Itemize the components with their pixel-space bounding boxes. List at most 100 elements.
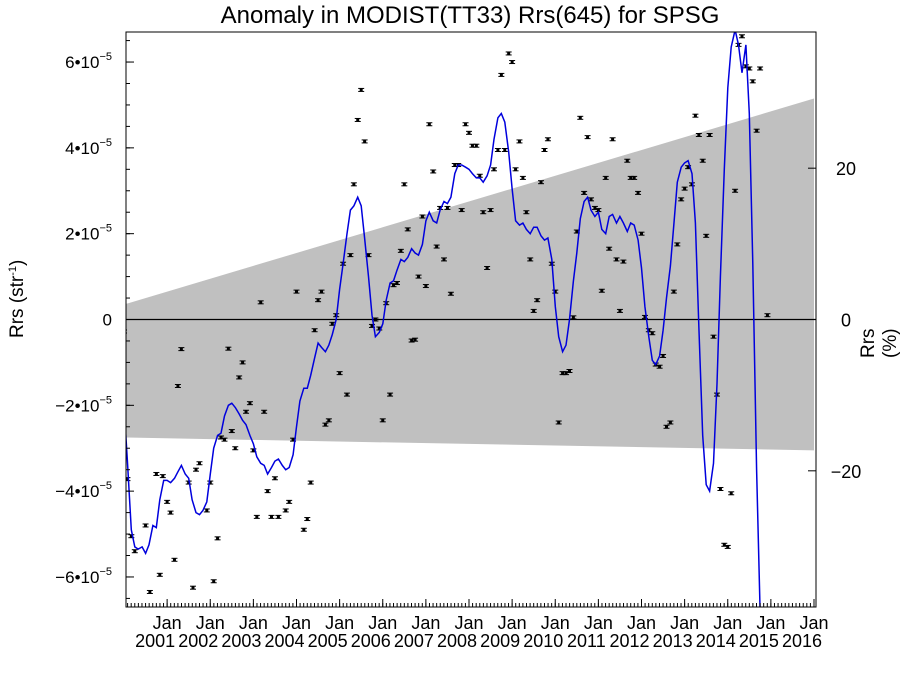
point-marker [388, 393, 392, 397]
point-marker [427, 122, 431, 126]
data-point [519, 175, 526, 180]
point-marker [284, 508, 288, 512]
data-point [379, 418, 386, 423]
point-marker [514, 167, 518, 171]
x-tick-year: 2004 [264, 631, 304, 651]
data-point [253, 514, 260, 519]
x-tick-month: Jan [196, 613, 225, 633]
data-point [764, 313, 771, 318]
point-marker [194, 468, 198, 472]
data-point [738, 34, 745, 39]
data-point [412, 337, 419, 342]
data-point [286, 499, 293, 504]
point-marker [726, 545, 730, 549]
point-marker [557, 420, 561, 424]
point-marker [539, 180, 543, 184]
point-marker [596, 208, 600, 212]
point-marker [323, 423, 327, 427]
point-marker [320, 290, 324, 294]
data-point [631, 175, 638, 180]
data-point [178, 347, 185, 352]
data-point [318, 289, 325, 294]
x-tick-month: Jan [153, 613, 182, 633]
data-point [527, 257, 534, 262]
data-point [491, 167, 498, 172]
point-marker [460, 208, 464, 212]
point-marker [751, 79, 755, 83]
data-point [703, 233, 710, 238]
y-tick-label-left: −6•10−5 [55, 566, 112, 587]
point-marker [356, 118, 360, 122]
data-point [667, 420, 674, 425]
x-tick-year: 2008 [437, 631, 477, 651]
point-marker [718, 487, 722, 491]
data-point [732, 188, 739, 193]
data-point [167, 510, 174, 515]
point-marker [575, 230, 579, 234]
y-tick-label-right: 20 [836, 159, 856, 179]
point-marker [499, 73, 503, 77]
point-marker [348, 253, 352, 257]
x-tick-year: 2002 [178, 631, 218, 651]
point-marker [287, 500, 291, 504]
data-point [401, 182, 408, 187]
data-point [246, 401, 253, 406]
point-marker [302, 528, 306, 532]
point-marker [521, 176, 525, 180]
y-tick-label-left: 6•10−5 [65, 51, 112, 72]
data-point [476, 173, 483, 178]
data-point [462, 122, 469, 127]
point-marker [650, 331, 654, 335]
data-point [480, 210, 487, 215]
data-point [415, 274, 422, 279]
point-marker [259, 300, 263, 304]
point-marker [431, 169, 435, 173]
point-marker [629, 176, 633, 180]
point-marker [216, 536, 220, 540]
point-marker [413, 338, 417, 342]
x-tick-month: Jan [541, 613, 570, 633]
data-point [566, 368, 573, 373]
point-marker [507, 51, 511, 55]
point-marker [129, 534, 133, 538]
data-point [196, 461, 203, 466]
data-point [419, 214, 426, 219]
point-marker [578, 116, 582, 120]
point-marker [309, 481, 313, 485]
data-point [159, 474, 166, 479]
data-point [728, 491, 735, 496]
y-tick-label-right: −20 [831, 462, 862, 482]
point-marker [625, 159, 629, 163]
data-point [257, 300, 264, 305]
x-tick-month: Jan [713, 613, 742, 633]
point-marker [542, 148, 546, 152]
data-point [422, 284, 429, 289]
data-point [315, 298, 322, 303]
point-marker [474, 144, 478, 148]
data-point [584, 135, 591, 140]
data-point [126, 477, 131, 482]
data-point [131, 549, 138, 554]
data-point [663, 424, 670, 429]
point-marker [658, 365, 662, 369]
data-point [660, 353, 667, 358]
data-point [692, 113, 699, 118]
point-marker [244, 410, 248, 414]
point-marker [571, 315, 575, 319]
y-tick-label-left: 4•10−5 [65, 137, 112, 158]
point-marker [373, 318, 377, 321]
data-point [570, 315, 577, 320]
point-marker [445, 206, 449, 210]
x-tick-month: Jan [799, 613, 828, 633]
data-point [484, 266, 491, 271]
point-marker [564, 371, 568, 375]
point-marker [535, 298, 539, 302]
point-marker [208, 481, 212, 485]
data-point [487, 208, 494, 213]
y-tick-label-right: 0 [841, 311, 851, 331]
data-point [624, 158, 631, 163]
point-marker [255, 515, 259, 519]
y-tick-label-left: −2•10−5 [55, 394, 112, 415]
point-marker [148, 590, 152, 594]
point-marker [679, 197, 683, 201]
